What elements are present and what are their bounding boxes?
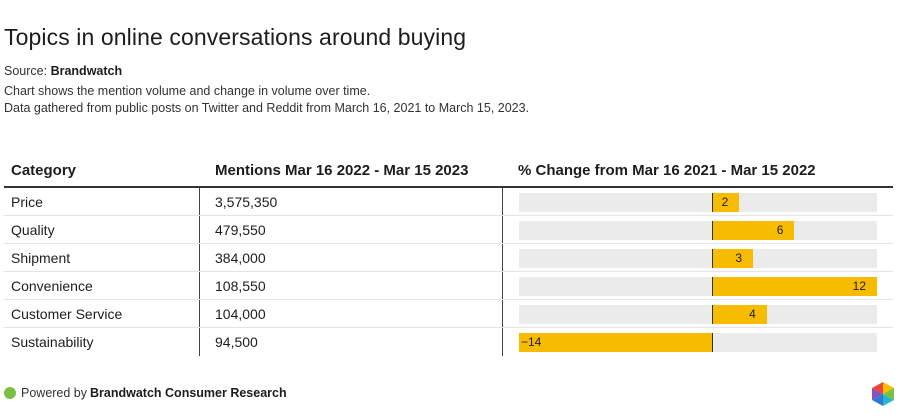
source-label: Source: — [4, 64, 48, 78]
column-divider — [502, 272, 503, 299]
bar-track: 6 — [519, 221, 877, 240]
change-bar — [711, 305, 767, 324]
table-row: Quality 479,550 6 — [4, 216, 893, 244]
chart-title: Topics in online conversations around bu… — [4, 24, 467, 50]
bar-track: 2 — [519, 193, 877, 212]
zero-line — [711, 221, 713, 240]
mentions-cell: 384,000 — [215, 250, 266, 266]
category-cell: Quality — [11, 222, 55, 238]
table-row: Price 3,575,350 2 — [4, 188, 893, 216]
column-divider — [502, 216, 503, 243]
change-bar — [519, 333, 712, 352]
category-cell: Shipment — [11, 250, 71, 266]
column-divider — [502, 300, 503, 327]
description-line-1: Chart shows the mention volume and chang… — [4, 84, 371, 98]
footer-label: Powered by — [21, 386, 88, 400]
column-divider — [199, 300, 200, 327]
change-label: −14 — [521, 335, 542, 349]
zero-line — [711, 193, 713, 212]
brand-dot-icon — [4, 387, 16, 399]
bar-track: 4 — [519, 305, 877, 324]
table-row: Sustainability 94,500 −14 — [4, 328, 893, 356]
table-row: Shipment 384,000 3 — [4, 244, 893, 272]
column-divider — [199, 188, 200, 215]
table-body: Price 3,575,350 2 Quality 479,550 6 Shipment 38… — [4, 188, 893, 356]
zero-line — [711, 249, 713, 268]
table-row: Customer Service 104,000 4 — [4, 300, 893, 328]
mentions-cell: 3,575,350 — [215, 194, 278, 210]
column-divider — [502, 188, 503, 215]
bar-track: −14 — [519, 333, 877, 352]
source-name: Brandwatch — [50, 64, 123, 78]
description-line-2: Data gathered from public posts on Twitt… — [4, 101, 530, 115]
source-line: Source: Brandwatch — [4, 64, 122, 78]
mentions-cell: 479,550 — [215, 222, 266, 238]
column-header-mentions: Mentions Mar 16 2022 - Mar 15 2023 — [215, 162, 469, 179]
category-cell: Customer Service — [11, 306, 123, 322]
column-header-category: Category — [11, 162, 77, 179]
column-divider — [199, 244, 200, 271]
column-header-change: % Change from Mar 16 2021 - Mar 15 2022 — [518, 162, 816, 179]
zero-line — [711, 305, 713, 324]
table-row: Convenience 108,550 12 — [4, 272, 893, 300]
category-cell: Convenience — [11, 278, 93, 294]
column-divider — [502, 328, 503, 356]
zero-line — [711, 277, 713, 296]
change-bar — [711, 221, 795, 240]
data-table: Category Mentions Mar 16 2022 - Mar 15 2… — [4, 154, 893, 356]
column-divider — [502, 244, 503, 271]
change-bar — [711, 249, 754, 268]
column-divider — [199, 272, 200, 299]
mentions-cell: 108,550 — [215, 278, 266, 294]
zero-line — [711, 333, 713, 352]
bar-track: 3 — [519, 249, 877, 268]
table-header: Category Mentions Mar 16 2022 - Mar 15 2… — [4, 154, 893, 188]
column-divider — [199, 216, 200, 243]
bar-track: 12 — [519, 277, 877, 296]
category-cell: Price — [11, 194, 43, 210]
footer: Powered by Brandwatch Consumer Research — [4, 386, 287, 400]
change-bar — [711, 277, 877, 296]
category-cell: Sustainability — [11, 334, 94, 350]
change-bar — [711, 193, 740, 212]
column-divider — [199, 328, 200, 356]
footer-brand: Brandwatch Consumer Research — [90, 386, 287, 400]
brandwatch-logo-icon — [872, 382, 894, 406]
mentions-cell: 104,000 — [215, 306, 266, 322]
mentions-cell: 94,500 — [215, 334, 258, 350]
